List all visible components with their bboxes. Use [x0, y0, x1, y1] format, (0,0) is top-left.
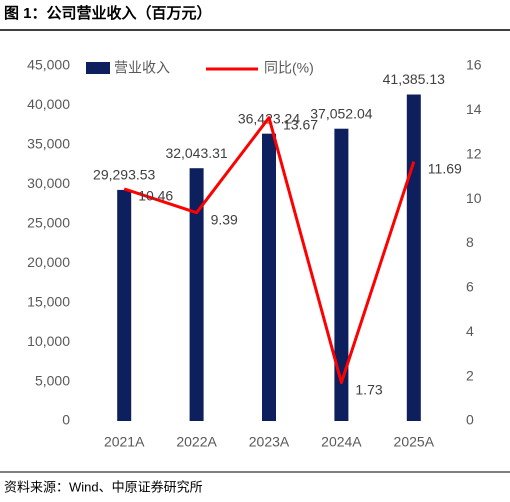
y2-tick-label: 4 [466, 323, 474, 339]
bar [334, 128, 349, 422]
y-tick-label: 5,000 [35, 372, 70, 388]
y-tick-label: 20,000 [27, 254, 70, 270]
x-tick-label: 2023A [249, 434, 290, 450]
y-tick-label: 30,000 [27, 175, 70, 191]
y2-tick-label: 12 [466, 145, 482, 161]
y-tick-label: 45,000 [27, 57, 70, 73]
y-tick-label: 0 [62, 412, 70, 428]
y2-tick-label: 6 [466, 279, 474, 295]
y-tick-label: 40,000 [27, 96, 70, 112]
y-tick-label: 10,000 [27, 333, 70, 349]
y2-tick-label: 2 [466, 367, 474, 383]
line [123, 116, 416, 385]
bar [189, 168, 204, 421]
legend-swatch [86, 62, 110, 74]
bar-value-label: 41,385.13 [383, 71, 445, 87]
y-tick-label: 35,000 [27, 136, 70, 152]
line-value-label: 1.73 [355, 381, 382, 397]
line-value-label: 9.39 [211, 211, 238, 227]
bar [262, 133, 276, 421]
legend-label: 同比(%) [264, 60, 314, 76]
bar [117, 189, 132, 421]
y2-tick-label: 0 [466, 412, 474, 428]
x-tick-label: 2024A [321, 434, 362, 450]
x-tick-label: 2025A [394, 434, 435, 450]
y-tick-label: 15,000 [27, 293, 70, 309]
y2-tick-label: 8 [466, 234, 474, 250]
legend-label: 营业收入 [114, 60, 170, 76]
x-tick-label: 2021A [104, 434, 145, 450]
y-tick-label: 25,000 [27, 214, 70, 230]
chart-title: 图 1：公司营业收入（百万元） [4, 4, 212, 22]
y2-tick-label: 16 [466, 57, 482, 73]
line-value-label: 11.69 [428, 160, 462, 176]
y2-tick-label: 10 [466, 190, 482, 206]
bar-value-label: 32,043.31 [165, 145, 227, 161]
bar-value-label: 29,293.53 [93, 167, 155, 183]
line-value-label: 10.46 [138, 188, 173, 204]
line-value-label: 13.67 [283, 116, 318, 132]
x-tick-label: 2022A [176, 434, 217, 450]
bar-value-label: 37,052.04 [310, 105, 372, 121]
bar [406, 94, 421, 422]
y2-tick-label: 14 [466, 101, 482, 117]
source-note: 资料来源：Wind、中原证券研究所 [4, 479, 203, 494]
